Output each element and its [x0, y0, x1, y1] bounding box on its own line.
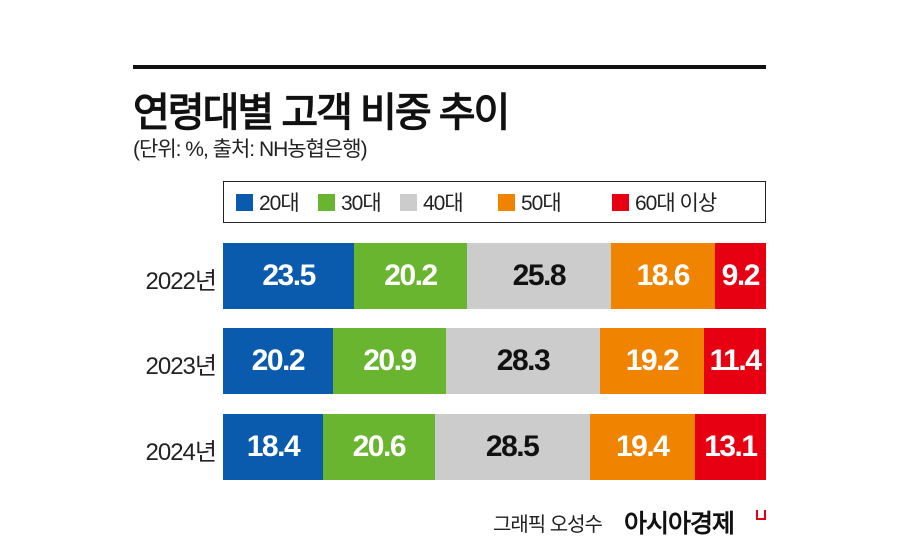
stacked-bar: 20.2 20.9 28.3 19.2 11.4 [223, 328, 766, 394]
category-label: 2024년 [145, 439, 217, 466]
bar-segment: 20.9 [332, 328, 447, 394]
legend-swatch [612, 193, 629, 211]
legend-item: 40대 [400, 187, 464, 217]
bar-segment: 25.8 [466, 243, 611, 309]
bar-segment: 20.2 [223, 328, 333, 394]
legend-item: 50대 [498, 187, 562, 217]
legend: 20대 30대 40대 50대 60대 이상 [223, 181, 766, 223]
legend-label: 50대 [521, 192, 562, 215]
bar-segment: 28.3 [446, 328, 600, 394]
category-label: 2023년 [145, 353, 217, 380]
stacked-bar: 23.5 20.2 25.8 18.6 9.2 [223, 243, 766, 309]
stacked-bar: 18.4 20.6 28.5 19.4 13.1 [223, 414, 766, 480]
bar-segment: 18.4 [223, 414, 323, 480]
legend-swatch [400, 193, 417, 211]
legend-item: 60대 이상 [612, 187, 717, 217]
legend-swatch [498, 193, 515, 211]
credit: 그래픽 오성수 [493, 514, 603, 536]
legend-label: 20대 [259, 192, 300, 215]
title-rule [133, 65, 766, 69]
brand-logo: 아시아경제 [624, 510, 735, 538]
bar-segment: 9.2 [714, 243, 766, 309]
bar-segment: 19.4 [589, 414, 695, 480]
chart-subtitle: (단위: %, 출처: NH농협은행) [133, 138, 368, 161]
bar-segment: 23.5 [223, 243, 355, 309]
bar-segment: 20.2 [354, 243, 467, 309]
legend-item: 30대 [318, 187, 382, 217]
legend-swatch [236, 193, 253, 211]
bar-segment: 28.5 [434, 414, 590, 480]
legend-label: 40대 [423, 192, 464, 215]
bar-segment: 11.4 [704, 328, 766, 394]
brand-mark-icon [756, 510, 766, 520]
legend-label: 60대 이상 [635, 192, 717, 215]
legend-label: 30대 [341, 192, 382, 215]
bar-segment: 18.6 [610, 243, 715, 309]
bar-segment: 13.1 [694, 414, 766, 480]
chart-title: 연령대별 고객 비중 추이 [133, 91, 510, 135]
legend-swatch [318, 193, 335, 211]
bar-segment: 20.6 [322, 414, 435, 480]
bar-segment: 19.2 [599, 328, 705, 394]
legend-item: 20대 [236, 187, 300, 217]
category-label: 2022년 [145, 268, 217, 295]
